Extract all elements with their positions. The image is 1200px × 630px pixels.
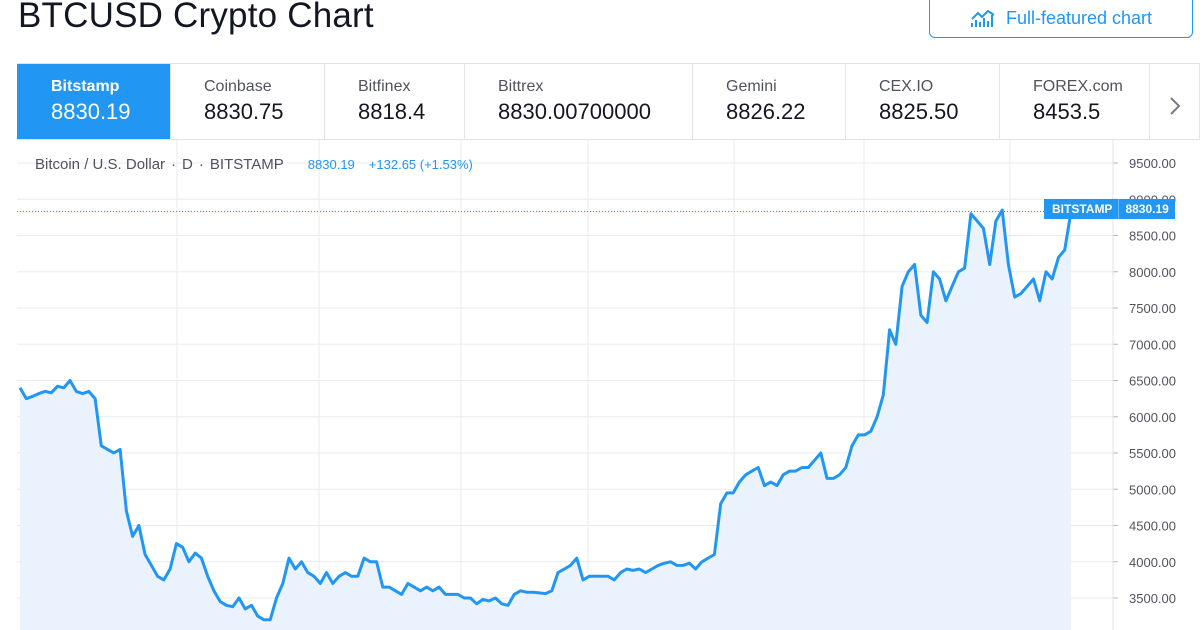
tab-exchange-name: Gemini <box>726 78 777 95</box>
tab-exchange-name: Bitstamp <box>51 78 120 95</box>
tab-bitfinex[interactable]: Bitfinex 8818.4 <box>325 64 465 139</box>
legend-separator: · <box>198 156 204 173</box>
y-axis-tick-label: 4000.00 <box>1129 555 1176 570</box>
tab-coinbase[interactable]: Coinbase 8830.75 <box>171 64 325 139</box>
y-axis-tick-label: 6500.00 <box>1129 374 1176 389</box>
tab-cex-io[interactable]: CEX.IO 8825.50 <box>846 64 1000 139</box>
tab-price: 8830.19 <box>51 99 131 124</box>
tab-price: 8830.00700000 <box>498 99 651 124</box>
y-axis-tick-label: 4500.00 <box>1129 519 1176 534</box>
full-featured-chart-button[interactable]: Full-featured chart <box>929 0 1193 38</box>
y-axis-tick-label: 7500.00 <box>1129 301 1176 316</box>
legend-separator: · <box>171 156 177 173</box>
last-price-badge: BITSTAMP 8830.19 <box>1044 199 1186 219</box>
tab-exchange-name: CEX.IO <box>879 78 934 95</box>
tab-bitstamp[interactable]: Bitstamp 8830.19 <box>17 64 171 139</box>
tab-exchange-name: Coinbase <box>204 78 272 95</box>
chart-legend: Bitcoin / U.S. Dollar · D · BITSTAMP 883… <box>35 156 473 173</box>
exchange-tabs: Bitstamp 8830.19 Coinbase 8830.75 Bitfin… <box>17 63 1200 140</box>
tab-price: 8453.5 <box>1033 99 1101 124</box>
tab-gemini[interactable]: Gemini 8826.22 <box>693 64 846 139</box>
y-axis-tick-label: 3500.00 <box>1129 591 1176 606</box>
y-axis-tick-label: 6000.00 <box>1129 410 1176 425</box>
tab-exchange-name: Bittrex <box>498 78 544 95</box>
legend-change: +132.65 (+1.53%) <box>368 157 473 172</box>
legend-exchange: BITSTAMP <box>209 156 284 173</box>
tab-price: 8818.4 <box>358 99 426 124</box>
legend-interval: D <box>182 156 193 173</box>
y-axis-tick-label: 5000.00 <box>1129 482 1176 497</box>
tabs-next-button[interactable] <box>1150 64 1200 139</box>
price-badge-label: BITSTAMP <box>1044 199 1119 219</box>
tab-exchange-name: FOREX.com <box>1033 78 1123 95</box>
y-axis-tick-label: 9500.00 <box>1129 156 1176 171</box>
legend-symbol: Bitcoin / U.S. Dollar <box>35 156 166 173</box>
tab-price: 8825.50 <box>879 99 959 124</box>
chart-line-icon <box>970 9 996 29</box>
price-chart-svg: 9500.009000.008500.008000.007500.007000.… <box>17 140 1176 630</box>
y-axis-tick-label: 5500.00 <box>1129 446 1176 461</box>
price-chart[interactable]: 9500.009000.008500.008000.007500.007000.… <box>17 140 1200 630</box>
price-series-line <box>18 208 1073 622</box>
tab-price: 8826.22 <box>726 99 806 124</box>
y-axis-tick-label: 8000.00 <box>1129 265 1176 280</box>
page-title: BTCUSD Crypto Chart <box>18 0 374 35</box>
legend-last-price: 8830.19 <box>307 157 355 172</box>
tab-bittrex[interactable]: Bittrex 8830.00700000 <box>465 64 693 139</box>
y-axis-tick-label: 7000.00 <box>1129 337 1176 352</box>
chevron-right-icon <box>1169 96 1181 121</box>
y-axis-tick-label: 8500.00 <box>1129 229 1176 244</box>
tab-price: 8830.75 <box>204 99 284 124</box>
tab-exchange-name: Bitfinex <box>358 78 411 95</box>
full-featured-chart-label: Full-featured chart <box>1005 8 1153 28</box>
tab-forex-com[interactable]: FOREX.com 8453.5 <box>1000 64 1150 139</box>
price-area <box>20 210 1071 630</box>
price-badge-value: 8830.19 <box>1118 199 1175 219</box>
